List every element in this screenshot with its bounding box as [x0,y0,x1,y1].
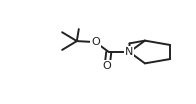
Text: N: N [125,47,133,57]
Text: O: O [91,37,100,47]
Text: O: O [103,61,112,71]
